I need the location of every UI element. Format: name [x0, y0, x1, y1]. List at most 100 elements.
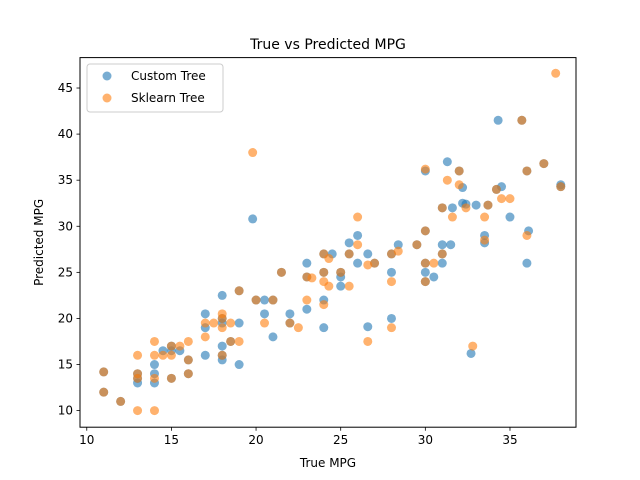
data-point — [302, 304, 312, 314]
data-point — [336, 281, 346, 291]
data-point — [412, 240, 422, 250]
data-point — [183, 355, 193, 365]
data-point — [353, 258, 363, 268]
legend: Custom Tree Sklearn Tree — [86, 63, 224, 113]
data-point — [276, 267, 286, 277]
data-point — [493, 115, 503, 125]
data-point — [260, 295, 270, 305]
data-point — [158, 350, 168, 360]
data-point — [344, 249, 354, 259]
data-point — [480, 212, 490, 222]
data-point — [302, 258, 312, 268]
data-point — [393, 240, 403, 250]
data-point — [302, 295, 312, 305]
y-tick-label: 25 — [58, 265, 73, 279]
plot-area — [99, 68, 566, 416]
data-point — [522, 166, 532, 176]
data-point — [420, 277, 430, 287]
data-point — [370, 258, 380, 268]
y-tick-label: 45 — [58, 81, 73, 95]
data-point — [420, 164, 430, 174]
data-point — [285, 318, 295, 328]
data-point — [234, 360, 244, 370]
data-point — [200, 309, 210, 319]
axes-frame — [79, 57, 577, 428]
legend-marker-sklearn-tree — [102, 93, 112, 103]
x-tick-label: 10 — [79, 433, 94, 447]
data-point — [251, 295, 261, 305]
x-tick-label: 20 — [248, 433, 263, 447]
x-tick-label: 25 — [333, 433, 348, 447]
data-point — [353, 240, 363, 250]
chart-title: True vs Predicted MPG — [249, 37, 406, 53]
data-point — [420, 258, 430, 268]
data-point — [471, 200, 481, 210]
data-point — [200, 318, 210, 328]
data-point — [420, 226, 430, 236]
data-point — [260, 318, 270, 328]
data-point — [505, 212, 515, 222]
data-point — [344, 238, 354, 248]
data-point — [420, 267, 430, 277]
x-tick-label: 15 — [164, 433, 179, 447]
data-point — [442, 157, 452, 167]
data-point — [166, 341, 176, 351]
data-point — [437, 249, 447, 259]
data-point — [386, 313, 396, 323]
data-point — [461, 203, 471, 213]
data-point — [217, 350, 227, 360]
data-point — [226, 336, 236, 346]
data-point — [437, 240, 447, 250]
data-point — [149, 373, 159, 383]
data-point — [386, 249, 396, 259]
data-point — [149, 350, 159, 360]
data-point — [183, 369, 193, 379]
data-point — [447, 203, 457, 213]
data-point — [466, 348, 476, 358]
data-point — [293, 323, 303, 333]
data-point — [491, 184, 501, 194]
data-point — [149, 406, 159, 416]
x-axis: 10 15 20 25 30 35 — [79, 427, 518, 447]
y-tick-label: 10 — [58, 404, 73, 418]
data-point — [522, 230, 532, 240]
data-point — [483, 200, 493, 210]
data-point — [99, 387, 109, 397]
data-point — [539, 159, 549, 169]
y-axis: 10 15 20 25 30 35 40 45 — [58, 81, 80, 418]
data-point — [133, 406, 143, 416]
data-point — [324, 254, 334, 264]
data-point — [353, 230, 363, 240]
data-point — [307, 273, 317, 283]
data-point — [234, 318, 244, 328]
data-point — [133, 373, 143, 383]
data-point — [175, 341, 185, 351]
x-axis-label: True MPG — [299, 456, 356, 470]
x-tick-label: 35 — [502, 433, 517, 447]
data-point — [344, 281, 354, 291]
data-point — [468, 341, 478, 351]
data-point — [200, 332, 210, 342]
data-point — [386, 267, 396, 277]
data-point — [363, 260, 373, 270]
y-tick-label: 20 — [58, 311, 73, 325]
data-point — [133, 350, 143, 360]
data-point — [226, 318, 236, 328]
data-point — [437, 203, 447, 213]
data-point — [260, 309, 270, 319]
data-point — [209, 318, 219, 328]
series-sklearn-tree — [99, 68, 566, 416]
data-point — [386, 323, 396, 333]
y-tick-label: 40 — [58, 127, 73, 141]
data-point — [522, 258, 532, 268]
data-point — [217, 290, 227, 300]
data-point — [505, 194, 515, 204]
legend-label-custom-tree: Custom Tree — [131, 69, 206, 83]
data-point — [166, 373, 176, 383]
data-point — [551, 68, 561, 78]
data-point — [497, 194, 507, 204]
data-point — [319, 323, 329, 333]
legend-marker-custom-tree — [102, 71, 112, 81]
legend-box — [86, 63, 224, 113]
